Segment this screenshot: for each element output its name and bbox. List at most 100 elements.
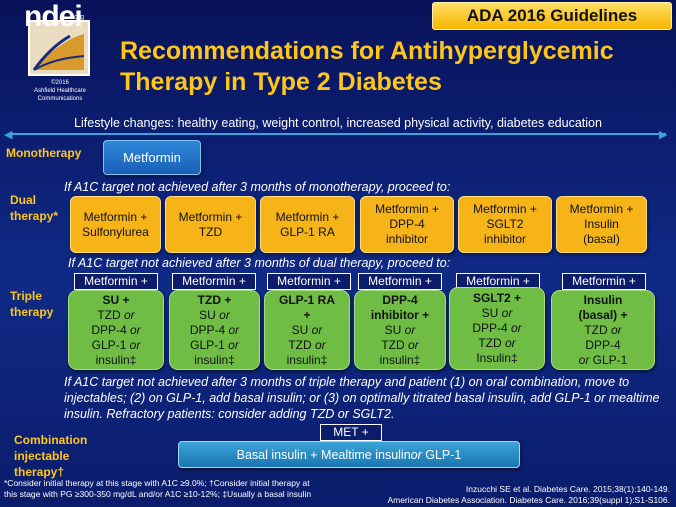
lifestyle-arrow-line [10,133,666,135]
triple-option-item: TZD or [381,337,419,352]
triple-option-head-2: + [303,307,311,322]
combo-or: or [410,447,422,462]
triple-option-item: insulin‡ [194,352,235,367]
combo-label-line-2: injectable [14,449,70,463]
triple-option-insulin: Insulin (basal) + TZD or DPP-4 or GLP-1 [551,290,655,370]
triple-option-head-2: inhibitor + [370,307,430,322]
triple-option-su: SU + TZD or DPP-4 or GLP-1 or insulin‡ [68,290,164,370]
logo-copyright: ©2016 Ashfield Healthcare Communications [20,79,100,103]
triple-option-item: SU or [199,307,230,322]
dual-option-line-1: Metformin + [375,202,439,216]
arrow-right-icon: ▶ [659,129,668,141]
triple-option-sglt2: SGLT2 + SU or DPP-4 or TZD or Insulin‡ [449,287,545,370]
dual-label-line-1: Dual [10,193,37,207]
triple-option-item: TZD or [584,322,622,337]
dual-label-line-2: therapy* [10,209,59,223]
dual-therapy-note: If A1C target not achieved after 3 month… [68,256,451,270]
triple-tab-metformin: Metformin + [456,273,540,290]
triple-option-head: SU + [102,292,130,307]
dual-option-line-2: Insulin [584,217,619,231]
title-line-1: Recommendations for Antihyperglycemic [120,37,614,65]
reference-1: Inzucchi SE et al. Diabetes Care. 2015;3… [465,484,670,494]
dual-option-line-2: TZD [198,224,223,239]
logo-wordmark: ndei [24,0,83,33]
footnote-left-line-1: *Consider initial therapy at this stage … [4,478,310,488]
dual-option-line-2: SGLT2 [486,217,524,231]
combo-part-2: GLP-1 [421,447,462,462]
triple-option-item: insulin‡ [95,352,137,367]
footnote-left-line-2: this stage with PG ≥300-350 mg/dL and/or… [4,489,312,499]
dual-option-line-3: inhibitor [483,232,527,246]
triple-tab-metformin: Metformin + [358,273,442,290]
company-line-2: Communications [37,96,83,102]
dual-option-insulin: Metformin + Insulin (basal) [556,196,647,253]
triple-therapy-label: Triple therapy [10,288,53,320]
triple-tab-metformin: Metformin + [267,273,351,290]
dual-option-line-1: Metformin + [569,202,634,216]
triple-option-item: insulin‡ [286,352,328,367]
triple-therapy-note: If A1C target not achieved after 3 month… [64,375,660,421]
reference-2: American Diabetes Association. Diabetes … [387,495,670,505]
dual-option-tzd: Metformin + TZD [165,196,256,253]
lifestyle-text: Lifestyle changes: healthy eating, weigh… [74,116,602,130]
slide-title: Recommendations for Antihyperglycemic Th… [120,36,670,98]
triple-option-item: Insulin‡ [476,351,518,365]
triple-option-item: DPP-4 [585,337,621,352]
triple-option-head: DPP-4 [382,292,418,307]
triple-option-item: insulin‡ [379,352,421,367]
ndei-logo [28,20,90,76]
triple-option-head: Insulin [583,292,623,307]
triple-label-line-1: Triple [10,289,43,303]
triple-tab-metformin: Metformin + [172,273,256,290]
company-line-1: Ashfield Healthcare [33,88,87,94]
combo-label-line-3: therapy† [14,465,65,479]
triple-option-item: DPP-4 or [472,321,522,335]
triple-option-tzd: TZD + SU or DPP-4 or GLP-1 or insulin‡ [169,290,260,370]
dual-option-line-1: Metformin + [275,209,340,224]
logo-org-suffix: .org [72,14,85,21]
dual-option-sglt2: Metformin + SGLT2 inhibitor [458,196,552,253]
copyright-year: ©2016 [51,80,69,86]
guidelines-badge: ADA 2016 Guidelines [432,2,672,30]
triple-option-item: TZD or [478,336,516,350]
dual-option-line-1: Metformin + [178,209,243,224]
triple-tab-metformin: Metformin + [562,273,646,290]
logo-emblem-icon [30,22,88,74]
triple-option-item: SU or [291,322,323,337]
dual-option-line-2: DPP-4 [389,217,425,231]
monotherapy-note: If A1C target not achieved after 3 month… [64,180,451,194]
dual-option-line-3: (basal) [583,232,620,246]
triple-option-item: TZD or [288,337,326,352]
dual-option-line-1: Metformin + [473,202,537,216]
dual-therapy-label: Dual therapy* [10,192,58,224]
dual-option-line-3: inhibitor [385,232,429,246]
triple-option-head-2: (basal) + [578,307,628,322]
dual-option-line-1: Metformin + [83,209,148,224]
triple-option-item: SU or [481,306,513,320]
triple-option-item: TZD or [97,307,135,322]
dual-option-sulfonylurea: Metformin + Sulfonylurea [70,196,161,253]
footnote-left: *Consider initial therapy at this stage … [4,478,344,500]
combo-label-line-1: Combination [14,433,88,447]
triple-label-line-2: therapy [10,305,54,319]
dual-option-line-2: Sulfonylurea [82,224,149,239]
met-plus-tab: MET + [320,424,382,441]
triple-option-item: GLP-1 or [190,337,239,352]
dual-option-line-2: GLP-1 RA [280,224,335,239]
triple-tab-metformin: Metformin + [74,273,158,290]
triple-option-item: DPP-4 or [189,322,240,337]
combo-part-1: Basal insulin + Mealtime insulin [236,447,411,462]
triple-option-item: GLP-1 or [91,337,141,352]
triple-option-head: TZD + [197,292,232,307]
dual-option-dpp4: Metformin + DPP-4 inhibitor [360,196,454,253]
monotherapy-label: Monotherapy [6,146,82,160]
triple-option-item: or GLP-1 [578,352,628,367]
references: Inzucchi SE et al. Diabetes Care. 2015;3… [346,484,670,506]
arrow-left-icon: ◀ [4,129,13,141]
combination-therapy-label: Combination injectable therapy† [14,432,87,480]
metformin-box: Metformin [103,140,201,175]
triple-option-dpp4: DPP-4 inhibitor + SU or TZD or insulin‡ [354,290,446,370]
triple-option-head: SGLT2 + [472,291,522,305]
triple-option-item: SU or [384,322,416,337]
